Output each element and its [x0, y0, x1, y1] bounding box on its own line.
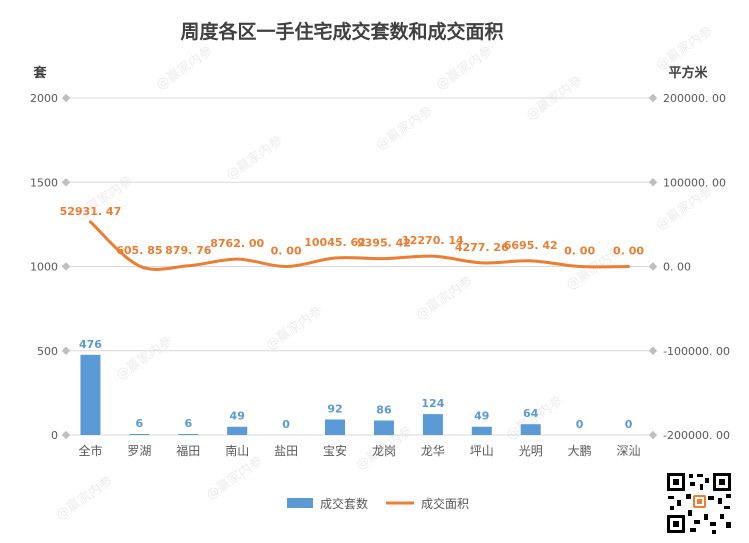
left-tick-marker [61, 346, 71, 355]
x-tick-labels: 全市 罗湖 福田 南山 盐田 宝安 龙岗 龙华 坪山 光明 大鹏 深汕 [78, 443, 640, 458]
x-tick-label: 龙华 [421, 444, 445, 458]
left-tick-label: 2000 [30, 92, 58, 105]
bar-series [80, 354, 541, 435]
legend: 成交套数 成交面积 [287, 496, 469, 511]
right-tick-label: 200000. 00 [663, 92, 726, 105]
legend-swatch-bar [287, 498, 313, 508]
x-tick-label: 福田 [176, 443, 200, 458]
line-label: 0. 00 [564, 245, 595, 258]
bar-label: 124 [421, 397, 444, 410]
line-label: 9395. 42 [357, 237, 411, 250]
bar-龙岗 [373, 420, 394, 435]
right-tick-marker [648, 93, 658, 103]
line-label: 10045. 62 [304, 236, 366, 249]
data-labels: 476 6 6 49 0 92 86 124 49 64 0 0 52931. 47 605. 85 879… [60, 205, 645, 431]
line-series [88, 220, 631, 271]
x-tick-label: 大鹏 [568, 444, 592, 458]
watermark-text: @赢家内参 [153, 43, 215, 93]
right-tick-label: 100000. 00 [663, 176, 726, 189]
x-tick-label: 南山 [225, 443, 249, 458]
bar-label: 0 [625, 418, 633, 431]
left-tick-marker [61, 93, 71, 103]
left-tick-marker [61, 262, 71, 271]
right-tick-label: -200000. 00 [663, 429, 730, 442]
line-path-成交面积 [88, 220, 631, 271]
left-tick-label: 1000 [30, 261, 58, 274]
x-tick-label: 龙岗 [372, 444, 396, 458]
right-axis-label: 平方米 [668, 65, 708, 81]
bar-南山 [227, 426, 248, 435]
left-axis-label: 套 [32, 65, 47, 81]
bar-坪山 [471, 426, 492, 435]
x-tick-label: 宝安 [323, 443, 347, 458]
chart-title: 周度各区一手住宅成交套数和成交面积 [180, 20, 503, 43]
bar-label: 86 [376, 404, 392, 417]
watermark-text: @赢家内参 [373, 103, 435, 153]
bar-龙华 [422, 414, 443, 435]
left-tick-label: 500 [37, 345, 58, 358]
bar-label: 6 [136, 417, 144, 430]
qr-code-icon [664, 470, 734, 536]
bar-全市 [80, 354, 101, 435]
x-tick-label: 全市 [78, 443, 102, 458]
x-tick-label: 坪山 [470, 444, 494, 458]
bar-label: 0 [282, 418, 290, 431]
x-tick-label: 光明 [519, 444, 543, 458]
watermark-text: @赢家内参 [113, 333, 175, 383]
line-label: 6695. 42 [504, 239, 558, 252]
watermark-text: @赢家内参 [203, 453, 265, 503]
watermark-text: @赢家内参 [53, 473, 115, 523]
legend-label-line: 成交面积 [421, 496, 469, 511]
x-tick-label: 罗湖 [127, 443, 151, 458]
line-label: 605. 85 [116, 244, 162, 257]
line-label: 4277. 26 [455, 241, 509, 254]
bar-label: 0 [576, 418, 584, 431]
bar-宝安 [325, 419, 346, 435]
bar-罗湖 [129, 433, 150, 435]
left-tick-marker [61, 430, 71, 440]
bar-label: 92 [327, 402, 342, 415]
left-tick-label: 1500 [30, 176, 58, 189]
right-tick-marker [648, 262, 658, 271]
bar-label: 6 [184, 417, 192, 430]
watermark-text: @赢家内参 [263, 303, 325, 353]
right-tick-label: 0. 00 [663, 261, 691, 274]
x-tick-label: 深汕 [617, 444, 641, 458]
right-tick-marker [648, 430, 658, 440]
right-tick-marker [648, 346, 658, 355]
bar-label: 49 [474, 410, 489, 423]
bar-福田 [178, 433, 199, 435]
watermark-text: @赢家内参 [653, 183, 715, 233]
legend-label-bar: 成交套数 [320, 496, 368, 511]
line-label: 0. 00 [613, 245, 644, 258]
line-label: 0. 00 [271, 245, 302, 258]
right-tick-label: -100000. 00 [663, 345, 730, 358]
right-tick-marker [648, 178, 658, 187]
left-tick-marker [61, 178, 71, 187]
line-label: 52931. 47 [60, 205, 122, 218]
line-label: 8762. 00 [210, 237, 264, 250]
bar-label: 49 [230, 410, 245, 423]
watermark-text: @赢家内参 [433, 43, 495, 93]
left-tick-label: 0 [51, 429, 58, 442]
x-tick-label: 盐田 [274, 444, 298, 458]
watermark-text: @赢家内参 [413, 273, 475, 323]
bar-label: 64 [523, 407, 539, 420]
line-label: 12270. 14 [402, 234, 464, 247]
line-label: 879. 76 [165, 244, 212, 257]
watermark-text: @赢家内参 [223, 133, 285, 183]
bar-label: 476 [79, 338, 102, 351]
bar-光明 [520, 424, 541, 435]
